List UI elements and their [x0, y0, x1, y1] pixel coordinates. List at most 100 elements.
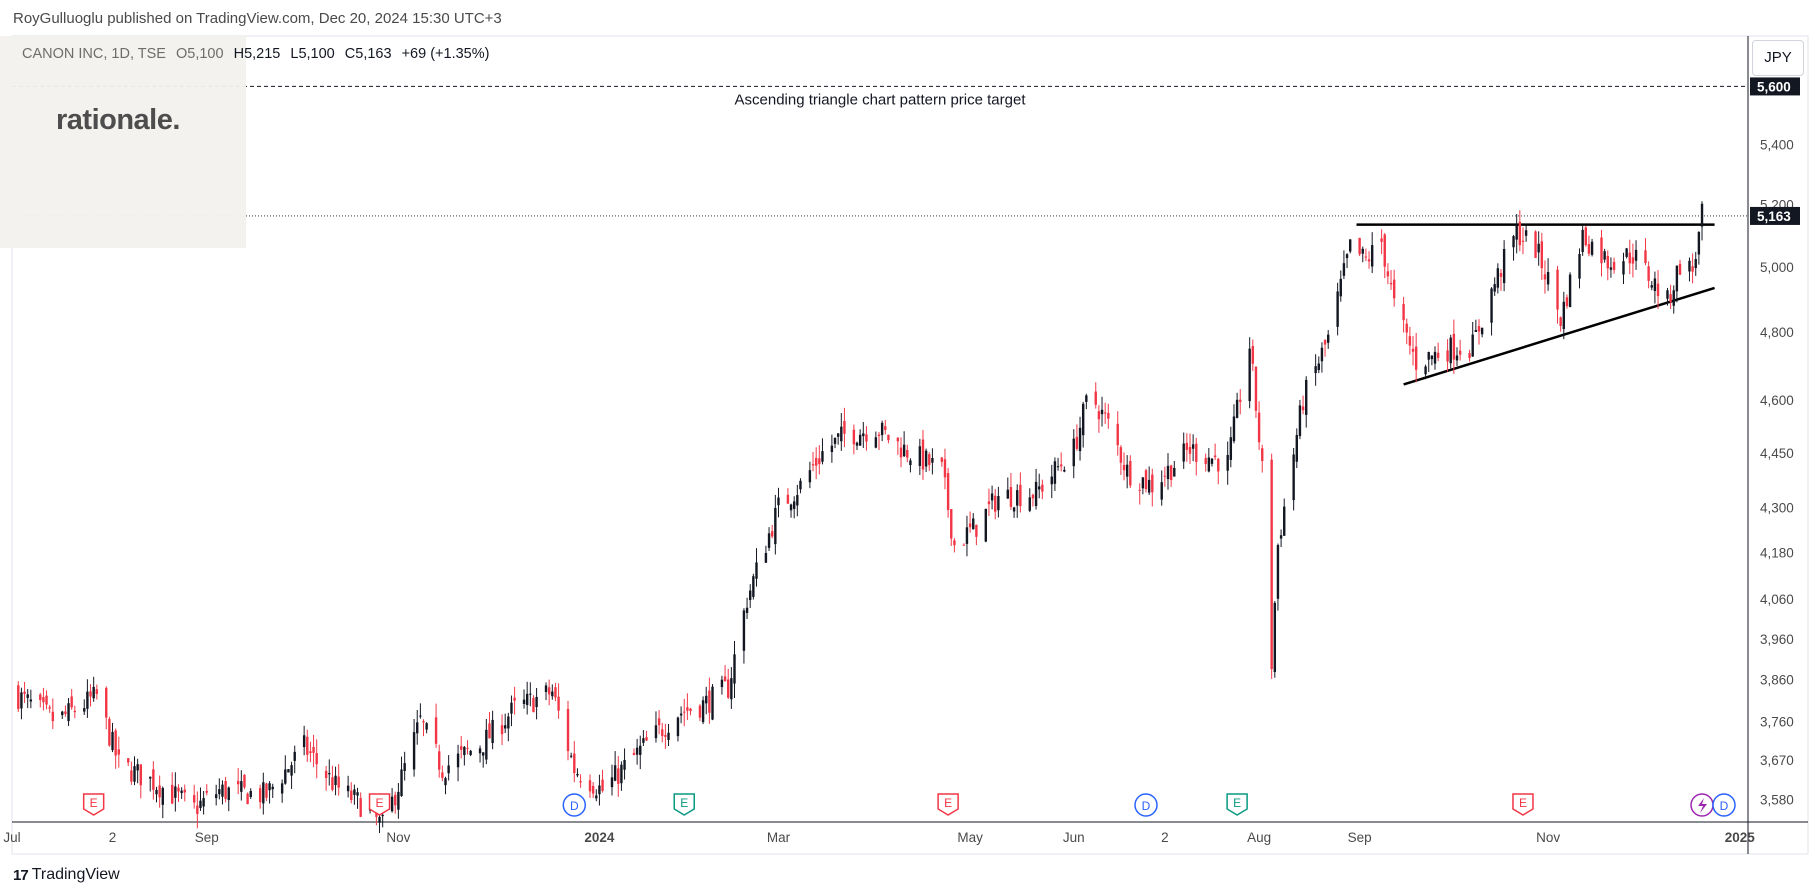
- price-axis: 5,4005,2005,0004,8004,6004,4504,3004,180…: [1750, 77, 1800, 808]
- candle-body: [23, 691, 26, 694]
- symbol-info: CANON INC, 1D, TSE O5,100 H5,215 L5,100 …: [22, 46, 495, 62]
- candle-body: [1050, 476, 1053, 485]
- time-tick-label: Jun: [1063, 830, 1085, 845]
- candle-body: [1446, 350, 1449, 362]
- candle-body: [1430, 355, 1434, 360]
- price-tick-label: 5,000: [1760, 260, 1794, 275]
- candle-body: [764, 552, 768, 563]
- candle-body: [503, 725, 507, 729]
- candle-body: [419, 715, 422, 717]
- candle-body: [752, 576, 755, 597]
- earnings-event-letter: E: [376, 796, 384, 810]
- candle-body: [579, 781, 582, 783]
- candle-body: [1697, 232, 1701, 255]
- candle-body: [378, 816, 381, 823]
- candle-body: [610, 777, 614, 788]
- price-tick-label: 3,860: [1760, 673, 1794, 688]
- price-tick-label: 4,600: [1760, 393, 1794, 408]
- candle-body: [921, 439, 925, 470]
- price-tick-label: 5,400: [1760, 137, 1794, 152]
- candle-body: [997, 496, 1000, 511]
- candle-body: [268, 783, 271, 791]
- candle-body: [547, 687, 551, 695]
- candle-body: [830, 445, 834, 453]
- dividend-event-icon: [1134, 793, 1158, 817]
- candle-body: [1016, 490, 1019, 506]
- rationale-logo: rationale.: [56, 104, 180, 136]
- candle-body: [946, 473, 950, 510]
- candle-body: [1609, 267, 1613, 270]
- candle-body: [645, 737, 648, 741]
- candle-body: [500, 725, 504, 735]
- candle-body: [1257, 412, 1261, 443]
- candle-body: [1119, 447, 1123, 463]
- candle-body: [246, 793, 249, 805]
- candle-body: [507, 716, 510, 729]
- candle-body: [588, 780, 592, 792]
- candle-body: [271, 786, 274, 790]
- candle-body: [224, 781, 227, 799]
- time-tick-label: Nov: [386, 830, 410, 845]
- candle-body: [792, 501, 796, 509]
- candle-body: [306, 736, 309, 755]
- candle-body: [953, 540, 956, 546]
- candle-body: [723, 676, 727, 682]
- candle-body: [1254, 366, 1258, 411]
- support-trendline: [1403, 286, 1715, 386]
- candle-body: [679, 713, 683, 716]
- candle-body: [227, 787, 230, 801]
- candle-body: [1666, 290, 1669, 299]
- candle-body: [532, 697, 535, 713]
- candle-body: [551, 691, 554, 697]
- candle-body: [1345, 254, 1349, 259]
- candle-body: [1217, 458, 1220, 472]
- candle-body: [1562, 301, 1566, 329]
- candle-body: [478, 748, 482, 754]
- candle-body: [1411, 348, 1415, 352]
- candle-body: [425, 723, 428, 730]
- candle-body: [1512, 236, 1515, 248]
- price-tick-label: 3,670: [1760, 753, 1794, 768]
- candle-body: [544, 685, 548, 692]
- candle-body: [346, 785, 350, 792]
- candle-body: [814, 457, 818, 466]
- candle-body: [1031, 494, 1035, 499]
- candle-body: [667, 732, 670, 740]
- candle-body: [529, 693, 532, 695]
- candle-body: [928, 454, 931, 465]
- candle-body: [1097, 411, 1101, 420]
- candle-body: [755, 562, 758, 579]
- candle-body: [1631, 257, 1635, 264]
- candle-body: [874, 437, 878, 448]
- candle-body: [434, 717, 438, 744]
- candle-body: [1317, 363, 1320, 371]
- candle-body: [632, 752, 636, 755]
- candle-body: [887, 434, 890, 441]
- candle-body: [1392, 279, 1396, 299]
- candle-body: [1210, 458, 1214, 464]
- price-target-badge: [1750, 77, 1800, 96]
- candle-body: [987, 501, 991, 505]
- candle-body: [620, 764, 623, 784]
- tradingview-logo[interactable]: 17 TradingView: [13, 866, 120, 884]
- candle-body: [1072, 438, 1075, 467]
- candle-body: [1361, 248, 1364, 254]
- candle-body: [328, 773, 331, 775]
- candle-body: [786, 494, 790, 504]
- candle-body: [422, 721, 425, 723]
- candle-body: [1327, 334, 1330, 343]
- candle-body: [902, 444, 906, 457]
- currency-button[interactable]: JPY: [1752, 40, 1804, 76]
- candle-body: [315, 753, 318, 765]
- candle-body: [899, 447, 903, 458]
- candle-body: [469, 750, 472, 755]
- candle-body: [796, 495, 799, 506]
- candle-body: [1587, 244, 1591, 254]
- candle-body: [909, 460, 912, 466]
- candle-body: [1141, 477, 1145, 489]
- candle-body: [249, 790, 252, 798]
- low-value: L5,100: [290, 46, 335, 62]
- time-tick-label: 2: [1161, 830, 1169, 845]
- candle-body: [1358, 237, 1361, 255]
